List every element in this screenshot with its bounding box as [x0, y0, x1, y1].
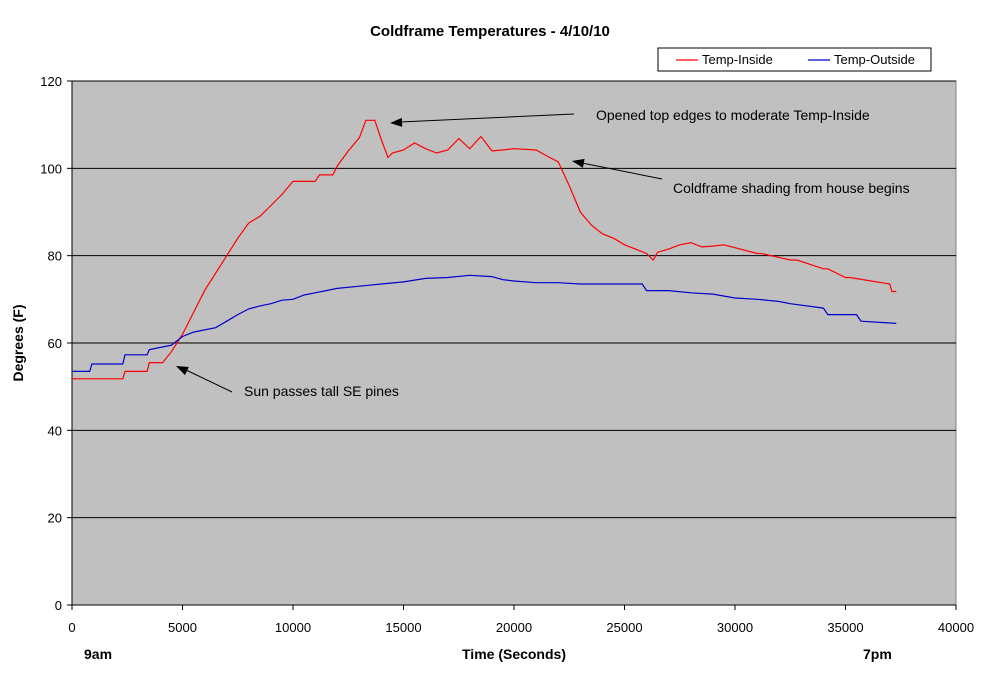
x-tick-label: 40000 — [938, 620, 974, 635]
annotation-arrow-opened — [399, 113, 575, 123]
chart-title: Coldframe Temperatures - 4/10/10 — [370, 23, 610, 40]
annotation-text-sun: Sun passes tall SE pines — [244, 383, 399, 399]
series-line-temp-outside — [72, 274, 897, 372]
x-tick-label: 15000 — [385, 620, 421, 635]
axes — [71, 81, 956, 606]
y-tick-labels: 0 20 40 60 80 100 120 — [40, 74, 62, 613]
start-time-label: 9am — [84, 646, 112, 662]
x-tick-label: 25000 — [606, 620, 642, 635]
arrowhead-icon — [572, 158, 585, 168]
y-tick-label: 60 — [48, 336, 62, 351]
gridlines — [67, 80, 957, 610]
series-lines — [72, 119, 897, 380]
series-line-temp-inside — [72, 119, 897, 380]
y-tick-label: 100 — [40, 161, 62, 176]
legend-box — [657, 47, 932, 72]
x-axis-title: Time (Seconds) — [462, 646, 566, 662]
y-tick-label: 20 — [48, 511, 62, 526]
x-tick-label: 35000 — [827, 620, 863, 635]
end-time-label: 7pm — [863, 646, 892, 662]
y-tick-label: 40 — [48, 423, 62, 438]
annotation-arrow-shading — [581, 162, 663, 180]
y-tick-label: 0 — [55, 598, 62, 613]
legend-label-temp-inside: Temp-Inside — [702, 52, 773, 67]
y-tick-label: 80 — [48, 249, 62, 264]
annotation-arrow-sun — [183, 368, 233, 393]
y-tick-label: 120 — [40, 74, 62, 89]
x-tick-label: 0 — [68, 620, 75, 635]
arrowhead-icon — [390, 117, 403, 127]
x-tick-label: 10000 — [275, 620, 311, 635]
legend-label-temp-outside: Temp-Outside — [834, 52, 915, 67]
legend: Temp-Inside Temp-Outside — [657, 47, 932, 72]
x-tick-label: 5000 — [168, 620, 197, 635]
y-axis-title: Degrees (F) — [10, 304, 26, 381]
x-tick-labels: 0 5000 10000 15000 20000 25000 30000 35000 40000 — [68, 620, 974, 635]
annotation-text-opened: Opened top edges to moderate Temp-Inside — [596, 107, 870, 123]
arrowhead-icon — [176, 366, 189, 376]
annotations: Opened top edges to moderate Temp-Inside… — [176, 107, 910, 399]
x-tick-label: 30000 — [717, 620, 753, 635]
annotation-text-shading: Coldframe shading from house begins — [673, 180, 910, 196]
x-tick-label: 20000 — [496, 620, 532, 635]
